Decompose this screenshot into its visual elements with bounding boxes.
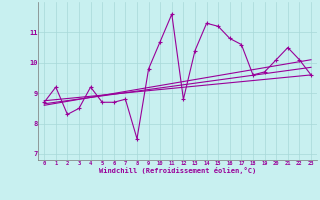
X-axis label: Windchill (Refroidissement éolien,°C): Windchill (Refroidissement éolien,°C): [99, 167, 256, 174]
